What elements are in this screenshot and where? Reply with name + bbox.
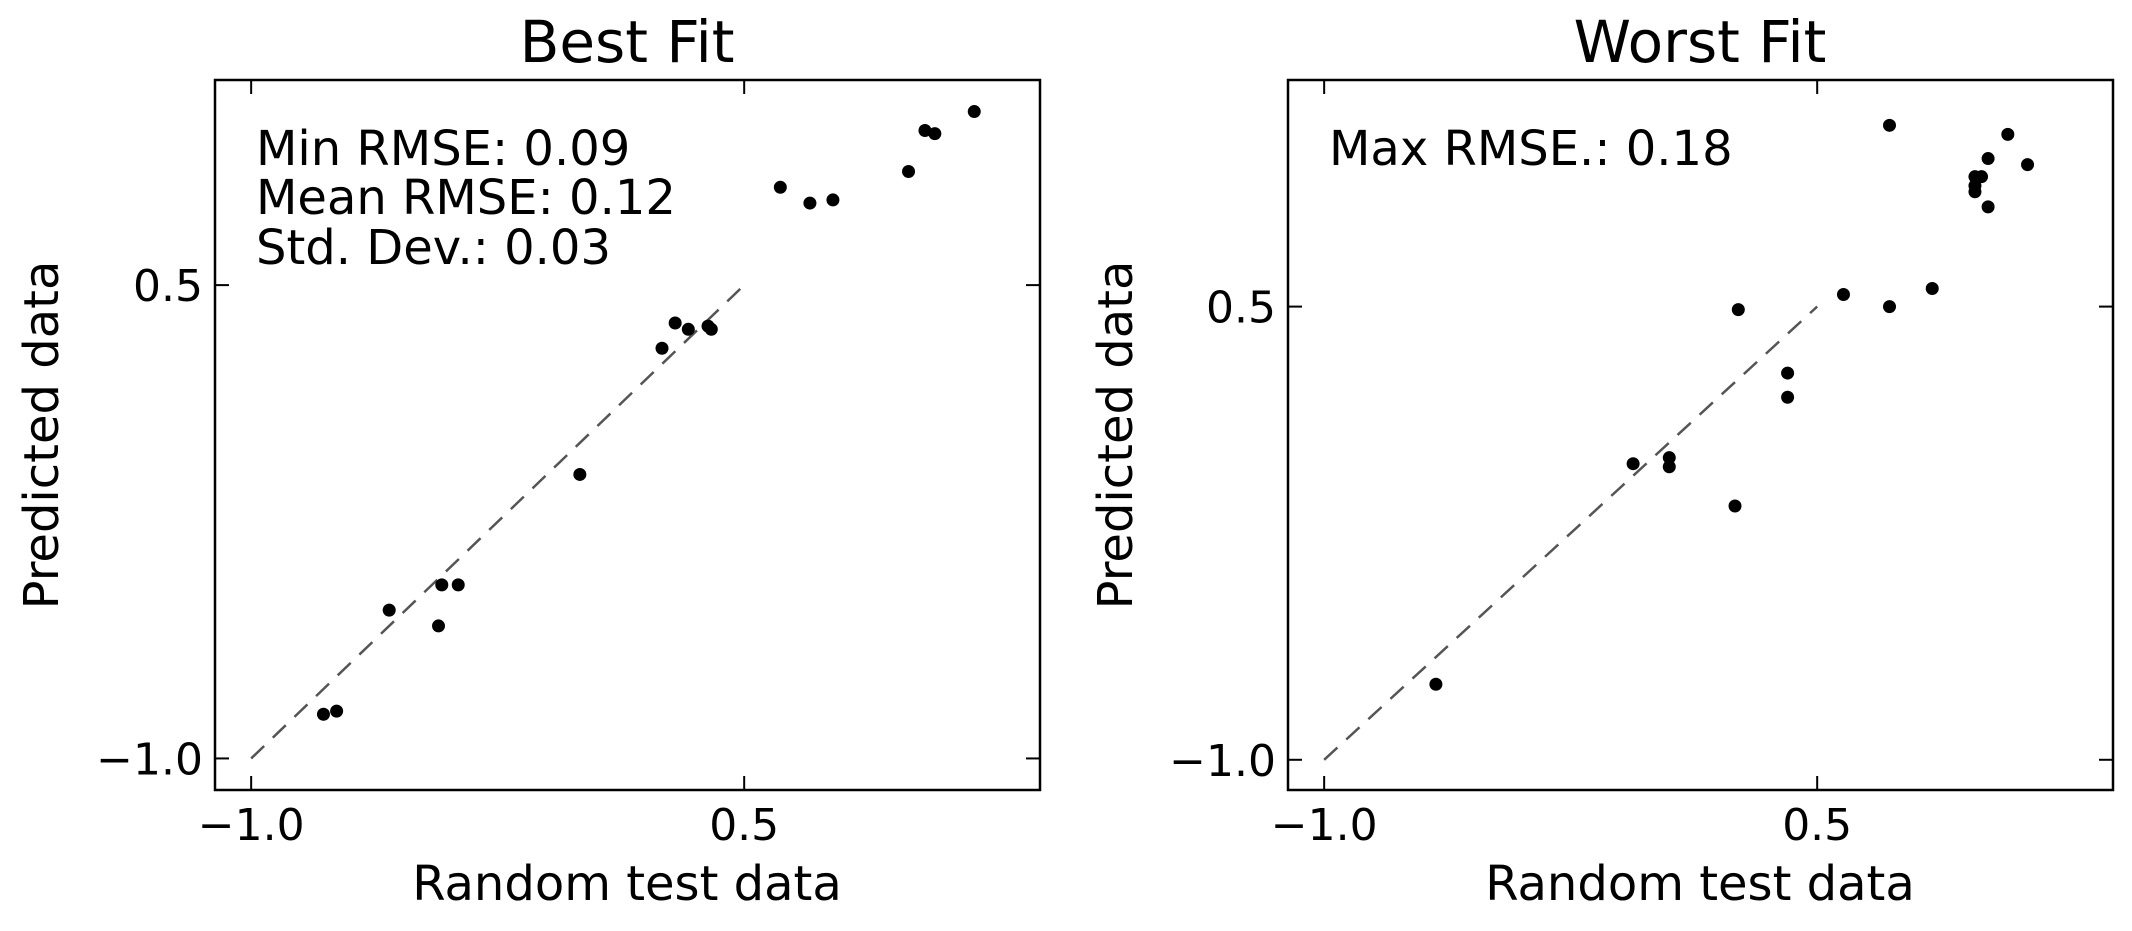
best-fit-y-tick-label-1: 0.5 [133, 261, 203, 312]
best-fit-plot-frame [213, 78, 1042, 792]
worst-fit-point-0 [1429, 677, 1443, 691]
best-fit-x-tick-label-0: −1.0 [198, 800, 305, 851]
best-fit-ticks-layer: −1.0 0.5 −1.0 0.5 [96, 80, 1040, 851]
best-fit-point-16 [918, 123, 932, 137]
worst-fit-point-1 [1626, 457, 1640, 471]
worst-fit-annotation-max-rmse: Max RMSE.: 0.18 [1329, 121, 1733, 177]
worst-fit-points-layer [1429, 118, 2035, 691]
best-fit-point-5 [451, 578, 465, 592]
worst-fit-y-axis-label: Predicted data [1088, 261, 1144, 610]
best-fit-point-4 [435, 578, 449, 592]
best-fit-point-3 [432, 619, 446, 633]
worst-fit-point-13 [1968, 185, 1982, 199]
worst-fit-point-3 [1662, 451, 1676, 465]
best-fit-point-8 [668, 316, 682, 330]
worst-fit-reference-layer [1323, 305, 1819, 761]
worst-fit-ticks-layer: −1.0 0.5 −1.0 0.5 [1169, 80, 2113, 851]
worst-fit-point-15 [1975, 170, 1989, 184]
best-fit-point-18 [967, 105, 981, 119]
best-fit-points-layer [316, 105, 981, 721]
best-fit-point-1 [330, 704, 344, 718]
best-fit-annotation-std-dev: Std. Dev.: 0.03 [256, 220, 611, 276]
worst-fit-y-tick-label-1: 0.5 [1206, 283, 1276, 334]
worst-fit-panel: Worst Fit −1.0 0.5 −1.0 0.5 Max RMSE.: 0.18… [1088, 8, 2115, 912]
best-fit-title: Best Fit [520, 8, 735, 76]
best-fit-annotation-min-rmse: Min RMSE: 0.09 [256, 121, 630, 177]
worst-fit-plot-frame [1286, 78, 2115, 792]
worst-fit-point-9 [1882, 300, 1896, 314]
best-fit-reference-layer [250, 284, 746, 760]
best-fit-point-7 [655, 341, 669, 355]
worst-fit-point-7 [1781, 390, 1795, 404]
best-fit-point-0 [316, 707, 330, 721]
best-fit-point-2 [382, 603, 396, 617]
worst-fit-point-17 [1981, 152, 1995, 166]
best-fit-y-tick-label-0: −1.0 [96, 734, 203, 785]
worst-fit-point-5 [1731, 303, 1745, 317]
worst-fit-point-2 [1662, 460, 1676, 474]
best-fit-x-tick-label-1: 0.5 [709, 800, 779, 851]
best-fit-point-6 [573, 467, 587, 481]
worst-fit-point-4 [1728, 499, 1742, 513]
best-fit-annotation-mean-rmse: Mean RMSE: 0.12 [256, 170, 676, 226]
best-fit-x-axis-label: Random test data [412, 856, 842, 912]
worst-fit-point-18 [2001, 127, 2015, 141]
best-fit-reference-line [250, 284, 746, 760]
best-fit-point-15 [902, 165, 916, 179]
best-fit-point-11 [704, 322, 718, 336]
worst-fit-point-11 [1925, 281, 1939, 295]
best-fit-point-12 [773, 180, 787, 194]
worst-fit-x-axis-label: Random test data [1485, 856, 1915, 912]
worst-fit-point-6 [1781, 366, 1795, 380]
worst-fit-reference-line [1323, 305, 1819, 761]
worst-fit-x-tick-label-0: −1.0 [1271, 800, 1378, 851]
best-fit-panel: Best Fit −1.0 0.5 −1.0 0.5 Min RMSE: 0.09 M… [14, 8, 1042, 912]
best-fit-point-14 [826, 193, 840, 207]
best-fit-point-9 [681, 322, 695, 336]
worst-fit-x-tick-label-1: 0.5 [1782, 800, 1852, 851]
best-fit-point-13 [803, 196, 817, 210]
worst-fit-title: Worst Fit [1574, 8, 1827, 76]
best-fit-y-axis-label: Predicted data [14, 261, 70, 610]
worst-fit-point-8 [1836, 288, 1850, 302]
best-fit-point-17 [928, 127, 942, 141]
worst-fit-y-tick-label-0: −1.0 [1169, 736, 1276, 787]
worst-fit-point-10 [1882, 118, 1896, 132]
worst-fit-point-16 [1981, 200, 1995, 214]
worst-fit-point-19 [2021, 158, 2035, 172]
